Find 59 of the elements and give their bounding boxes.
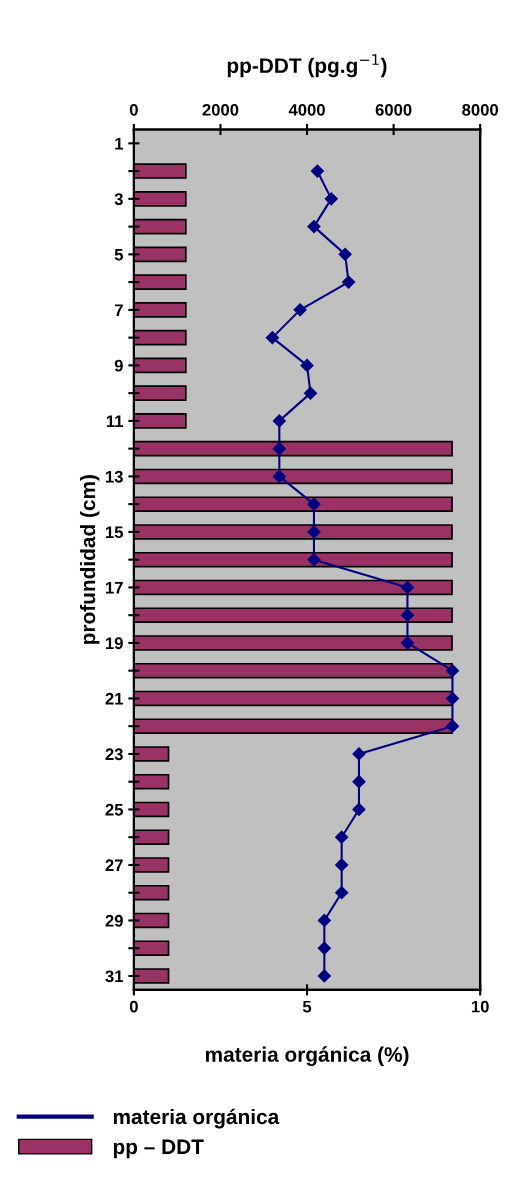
x-axis-title: materia orgánica (%) [205, 1046, 409, 1067]
point [445, 664, 460, 678]
point [335, 830, 349, 844]
y-tick-label: 31 [105, 970, 124, 983]
point [317, 941, 331, 955]
y-tick-label: 3 [114, 193, 123, 206]
point [445, 691, 460, 706]
y-tick-label: 17 [105, 581, 123, 594]
point [272, 442, 286, 456]
point [307, 553, 321, 567]
x-tick-label: 5 [302, 1000, 312, 1013]
y-tick-label: 7 [114, 304, 123, 316]
point [303, 386, 318, 400]
y-tick-label: 11 [106, 415, 124, 427]
point [400, 636, 415, 650]
point [352, 802, 366, 817]
y-tick-label: 25 [105, 803, 124, 816]
y-axis-title: profundidad (cm) [79, 475, 100, 644]
x2-tick-label: 8000 [462, 103, 499, 116]
point [307, 220, 321, 234]
point [445, 719, 460, 733]
point [324, 192, 338, 206]
point [341, 275, 356, 289]
y-tick-label: 29 [105, 914, 123, 927]
y-tick-label: 19 [105, 637, 123, 650]
point [400, 608, 415, 622]
y-tick-label: 1 [115, 137, 124, 150]
point [352, 747, 366, 761]
y-tick-label: 9 [114, 359, 123, 372]
point [300, 358, 314, 372]
point [307, 497, 321, 511]
x2-tick-label: 0 [129, 103, 138, 116]
point [400, 580, 415, 595]
point [352, 775, 366, 789]
y-tick-label: 23 [105, 748, 123, 761]
x-tick-label: 0 [129, 1000, 138, 1013]
point [317, 913, 331, 928]
x2-tick-label: 6000 [375, 103, 412, 116]
y-tick-label: 21 [105, 692, 124, 705]
point [335, 886, 349, 900]
y-tick-label: 15 [105, 526, 124, 539]
x2-tick-label: 2000 [202, 103, 239, 116]
y-tick-label: 5 [114, 248, 124, 261]
legend-label: materia orgánica [113, 1108, 280, 1129]
point [335, 858, 349, 872]
point [310, 164, 325, 178]
point [338, 247, 352, 261]
legend-label: pp – DDT [113, 1139, 204, 1159]
point [317, 969, 331, 983]
x2-axis-title: pp-DDT (pg.g$^{−1}$) [227, 54, 387, 78]
x2-tick-label: 4000 [288, 103, 325, 116]
y-tick-label: 27 [105, 859, 123, 871]
y-tick-label: 13 [105, 470, 123, 483]
point [265, 331, 279, 345]
x-tick-label: 10 [471, 1000, 489, 1013]
point [307, 525, 321, 539]
point [272, 469, 286, 483]
point [293, 303, 307, 317]
point [272, 414, 286, 428]
